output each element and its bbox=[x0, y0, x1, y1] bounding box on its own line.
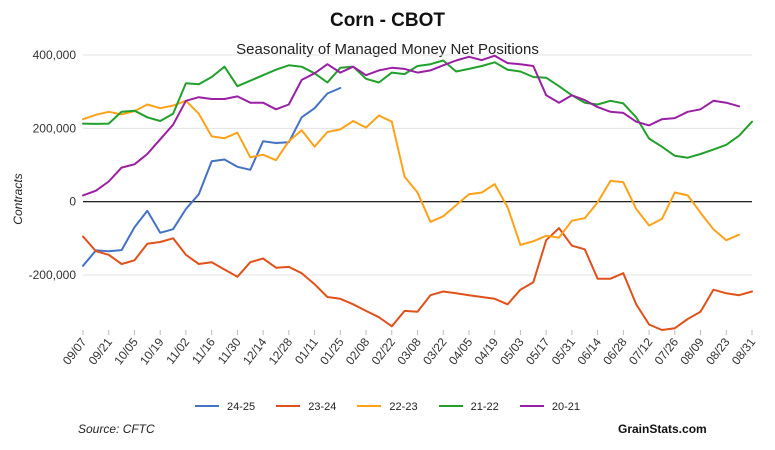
legend-swatch bbox=[438, 405, 463, 408]
x-tick-label: 12/14 bbox=[240, 335, 270, 368]
y-axis-label: Contracts bbox=[11, 173, 25, 225]
x-tick-label: 08/09 bbox=[677, 335, 707, 368]
x-tick-label: 06/28 bbox=[600, 335, 630, 368]
x-tick-label: 12/28 bbox=[266, 335, 296, 368]
legend-label: 22-23 bbox=[389, 401, 418, 413]
x-tick-label: 02/22 bbox=[369, 335, 399, 368]
x-tick-label: 05/03 bbox=[497, 335, 527, 368]
source-note: Source: CFTC bbox=[78, 422, 155, 436]
brand-label: GrainStats.com bbox=[618, 422, 707, 436]
legend-label: 24-25 bbox=[227, 401, 256, 413]
legend: 24-25 23-24 22-23 21-22 20-21 bbox=[0, 401, 775, 413]
x-tick-label: 08/31 bbox=[729, 335, 759, 368]
legend-item-20-21[interactable]: 20-21 bbox=[519, 401, 580, 413]
x-tick-label: 06/14 bbox=[574, 335, 604, 368]
series-line-20-21 bbox=[82, 54, 741, 197]
x-tick-label: 10/19 bbox=[137, 335, 167, 368]
legend-label: 23-24 bbox=[308, 401, 337, 413]
x-tick-label: 05/17 bbox=[523, 335, 553, 368]
x-tick-label: 03/08 bbox=[394, 335, 424, 368]
legend-swatch bbox=[195, 405, 220, 408]
series-line-24-25 bbox=[82, 87, 342, 267]
series-line-23-24 bbox=[82, 227, 753, 331]
chart-subtitle: Seasonality of Managed Money Net Positio… bbox=[236, 41, 539, 58]
legend-item-23-24[interactable]: 23-24 bbox=[276, 401, 336, 413]
x-tick-label: 09/21 bbox=[86, 335, 116, 368]
x-tick-label: 08/23 bbox=[703, 335, 733, 368]
x-tick-label: 11/16 bbox=[189, 335, 218, 367]
legend-item-24-25[interactable]: 24-25 bbox=[195, 401, 255, 413]
x-tick-label: 02/08 bbox=[343, 335, 373, 368]
y-tick-label: -200,000 bbox=[29, 268, 77, 282]
x-tick-label: 10/05 bbox=[111, 335, 141, 368]
legend-swatch bbox=[276, 405, 301, 408]
legend-item-21-22[interactable]: 21-22 bbox=[438, 401, 499, 413]
legend-label: 20-21 bbox=[551, 401, 580, 413]
x-tick-label: 03/22 bbox=[420, 335, 450, 368]
x-tick-label: 04/19 bbox=[472, 335, 502, 368]
legend-label: 21-22 bbox=[470, 401, 499, 413]
legend-item-22-23[interactable]: 22-23 bbox=[357, 401, 418, 413]
x-tick-label: 11/02 bbox=[163, 335, 192, 367]
chart-title: Corn - CBOT bbox=[329, 10, 446, 31]
series-line-21-22 bbox=[82, 59, 753, 159]
y-tick-label: 400,000 bbox=[33, 48, 77, 62]
x-tick-label: 09/07 bbox=[60, 335, 90, 368]
y-tick-label: 0 bbox=[69, 195, 76, 209]
x-tick-label: 04/05 bbox=[446, 335, 476, 368]
x-tick-label: 01/11 bbox=[292, 335, 321, 367]
x-tick-label: 11/30 bbox=[215, 335, 244, 367]
x-tick-label: 01/25 bbox=[317, 335, 347, 368]
legend-swatch bbox=[519, 405, 544, 408]
x-tick-label: 07/12 bbox=[626, 335, 656, 368]
series-line-22-23 bbox=[82, 99, 741, 246]
y-tick-label: 200,000 bbox=[33, 121, 77, 135]
x-tick-label: 05/31 bbox=[549, 335, 579, 368]
legend-swatch bbox=[357, 405, 382, 408]
x-tick-label: 07/26 bbox=[652, 335, 682, 368]
